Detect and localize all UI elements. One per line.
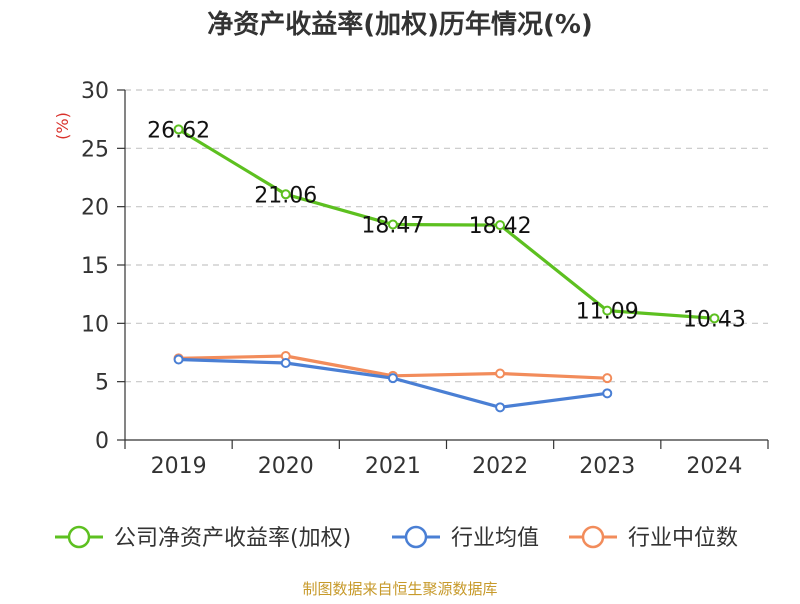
legend: 公司净资产收益率(加权) 行业均值 行业中位数 bbox=[55, 525, 738, 551]
series-point bbox=[602, 373, 613, 384]
legend-label: 行业中位数 bbox=[628, 526, 738, 551]
legend-label: 公司净资产收益率(加权) bbox=[114, 526, 351, 551]
x-tick-label: 2021 bbox=[365, 454, 421, 479]
legend-swatch-marker bbox=[67, 525, 91, 549]
x-tick-label: 2024 bbox=[686, 454, 742, 479]
series-point bbox=[387, 373, 398, 384]
x-tick-label: 2020 bbox=[258, 454, 314, 479]
series-point bbox=[173, 354, 184, 365]
data-label: 26.62 bbox=[147, 118, 210, 143]
series-point bbox=[173, 124, 184, 135]
series-point bbox=[602, 388, 613, 399]
x-tick-label: 2023 bbox=[579, 454, 635, 479]
y-axis-unit-label: (%) bbox=[53, 112, 72, 140]
data-labels: 26.62 21.06 18.47 18.42 11.09 10.43 bbox=[147, 118, 746, 332]
data-label: 11.09 bbox=[576, 300, 639, 325]
data-label: 18.47 bbox=[361, 214, 424, 239]
series-lines bbox=[173, 124, 720, 413]
series-point bbox=[602, 305, 613, 316]
data-label: 10.43 bbox=[683, 307, 746, 332]
x-tick-label: 2019 bbox=[151, 454, 207, 479]
legend-swatch-marker bbox=[581, 525, 605, 549]
y-tick-label: 20 bbox=[81, 196, 109, 221]
grid-lines bbox=[125, 89, 768, 383]
series-point bbox=[495, 402, 506, 413]
series-point bbox=[280, 189, 291, 200]
legend-swatch-marker bbox=[404, 525, 428, 549]
chart-title: 净资产收益率(加权)历年情况(%) bbox=[207, 9, 593, 40]
legend-label: 行业均值 bbox=[451, 526, 539, 551]
series-line bbox=[176, 127, 717, 320]
series-point bbox=[709, 313, 720, 324]
y-tick-label: 25 bbox=[81, 137, 109, 162]
series-point bbox=[495, 220, 506, 231]
y-tick-label: 30 bbox=[81, 79, 109, 104]
data-label: 18.42 bbox=[469, 214, 532, 239]
y-tick-label: 0 bbox=[95, 429, 109, 454]
series-line bbox=[176, 357, 609, 409]
source-note: 制图数据来自恒生聚源数据库 bbox=[302, 580, 497, 598]
axes: 0 5 10 15 20 25 30 2019 2020 2021 2022 2023 2024 bbox=[81, 79, 769, 479]
y-tick-label: 5 bbox=[95, 371, 109, 396]
series-point bbox=[280, 358, 291, 368]
y-tick-label: 15 bbox=[81, 254, 109, 279]
y-tick-label: 10 bbox=[81, 312, 109, 337]
series-point bbox=[387, 219, 398, 230]
series-point bbox=[495, 368, 506, 379]
x-tick-label: 2022 bbox=[472, 454, 528, 479]
data-label: 21.06 bbox=[254, 183, 317, 208]
